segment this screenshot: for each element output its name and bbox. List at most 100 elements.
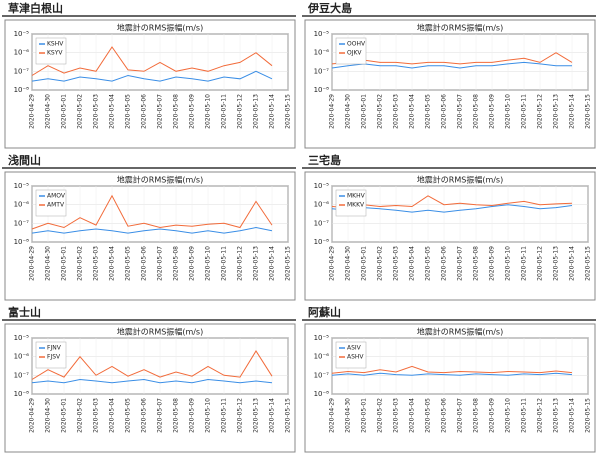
x-tick-label: 2020-05-13 — [253, 398, 260, 433]
y-tick-label: 10⁻⁸ — [314, 86, 330, 94]
x-tick-label: 2020-05-11 — [221, 398, 228, 433]
y-tick-label: 10⁻⁶ — [314, 353, 330, 361]
x-tick-label: 2020-05-14 — [569, 398, 576, 433]
y-tick-label: 10⁻⁸ — [14, 390, 30, 398]
x-tick-label: 2020-05-04 — [409, 398, 416, 433]
legend-label: AMOV — [47, 193, 66, 200]
x-tick-label: 2020-05-09 — [189, 398, 196, 433]
x-tick-label: 2020-05-07 — [157, 398, 164, 433]
x-tick-label: 2020-05-09 — [189, 246, 196, 281]
x-tick-label: 2020-05-11 — [521, 246, 528, 281]
x-tick-label: 2020-05-13 — [553, 246, 560, 281]
x-tick-label: 2020-05-14 — [269, 94, 276, 129]
series-line — [331, 365, 573, 374]
x-tick-label: 2020-05-04 — [109, 246, 116, 281]
x-tick-label: 2020-05-08 — [473, 246, 480, 281]
x-tick-label: 2020-05-04 — [409, 246, 416, 281]
x-tick-label: 2020-05-05 — [425, 398, 432, 433]
x-tick-label: 2020-05-12 — [537, 246, 544, 281]
y-tick-label: 10⁻⁸ — [314, 238, 330, 246]
x-tick-label: 2020-05-06 — [441, 94, 448, 129]
legend-label: FJNV — [47, 345, 62, 352]
x-tick-label: 2020-05-02 — [77, 246, 84, 281]
x-tick-label: 2020-05-02 — [377, 94, 384, 129]
x-tick-label: 2020-05-11 — [521, 398, 528, 433]
x-tick-label: 2020-04-29 — [329, 398, 336, 433]
x-tick-label: 2020-05-12 — [237, 94, 244, 129]
y-tick-label: 10⁻⁶ — [314, 201, 330, 209]
x-tick-label: 2020-05-15 — [285, 94, 292, 129]
x-tick-label: 2020-05-11 — [221, 246, 228, 281]
y-tick-label: 10⁻⁵ — [14, 334, 30, 342]
y-tick-label: 10⁻⁵ — [14, 182, 30, 190]
legend-label: ASHV — [347, 354, 364, 361]
chart-title: 地震計のRMS振幅(m/s) — [117, 23, 203, 33]
station-heading: 浅間山 — [8, 153, 41, 167]
station-heading: 富士山 — [8, 305, 41, 319]
y-tick-label: 10⁻⁷ — [314, 219, 330, 227]
x-tick-label: 2020-05-14 — [269, 398, 276, 433]
x-tick-label: 2020-05-03 — [93, 94, 100, 129]
x-tick-label: 2020-05-14 — [569, 246, 576, 281]
x-tick-label: 2020-04-30 — [345, 398, 352, 433]
series-line — [31, 194, 273, 230]
x-tick-label: 2020-05-09 — [489, 94, 496, 129]
x-tick-label: 2020-05-08 — [473, 94, 480, 129]
legend-box — [35, 37, 67, 65]
series-line — [331, 372, 573, 376]
x-tick-label: 2020-05-08 — [173, 398, 180, 433]
x-tick-label: 2020-05-12 — [237, 246, 244, 281]
series-line — [31, 226, 273, 234]
x-tick-label: 2020-05-14 — [269, 246, 276, 281]
x-tick-label: 2020-04-29 — [29, 398, 36, 433]
x-tick-label: 2020-05-15 — [285, 246, 292, 281]
x-tick-label: 2020-05-12 — [537, 398, 544, 433]
chart-title: 地震計のRMS振幅(m/s) — [417, 327, 503, 337]
x-tick-label: 2020-05-07 — [457, 94, 464, 129]
legend-label: KSHV — [47, 41, 64, 48]
x-tick-label: 2020-04-29 — [329, 94, 336, 129]
x-tick-label: 2020-05-05 — [425, 94, 432, 129]
x-tick-label: 2020-05-06 — [141, 398, 148, 433]
x-tick-label: 2020-05-10 — [505, 398, 512, 433]
x-tick-label: 2020-05-12 — [237, 398, 244, 433]
x-tick-label: 2020-04-30 — [45, 398, 52, 433]
y-tick-label: 10⁻⁷ — [314, 371, 330, 379]
y-tick-label: 10⁻⁸ — [14, 238, 30, 246]
y-tick-label: 10⁻⁵ — [14, 30, 30, 38]
series-line — [31, 70, 273, 82]
legend-box — [35, 341, 67, 369]
y-tick-label: 10⁻⁵ — [314, 182, 330, 190]
station-heading: 三宅島 — [308, 153, 341, 167]
x-tick-label: 2020-05-06 — [441, 398, 448, 433]
x-tick-label: 2020-05-06 — [141, 246, 148, 281]
x-tick-label: 2020-05-13 — [253, 246, 260, 281]
x-tick-label: 2020-05-05 — [125, 398, 132, 433]
x-tick-label: 2020-05-01 — [61, 94, 68, 129]
x-tick-label: 2020-05-06 — [441, 246, 448, 281]
chart-title: 地震計のRMS振幅(m/s) — [117, 175, 203, 185]
x-tick-label: 2020-04-30 — [345, 94, 352, 129]
series-line — [331, 61, 572, 69]
y-tick-label: 10⁻⁵ — [314, 30, 330, 38]
legend-label: FJSV — [47, 354, 61, 361]
x-tick-label: 2020-05-10 — [505, 94, 512, 129]
series-line — [331, 195, 573, 209]
x-tick-label: 2020-04-30 — [45, 246, 52, 281]
x-tick-label: 2020-05-09 — [189, 94, 196, 129]
series-line — [31, 350, 273, 380]
x-tick-label: 2020-05-12 — [537, 94, 544, 129]
y-tick-label: 10⁻⁷ — [314, 67, 330, 75]
chart-title: 地震計のRMS振幅(m/s) — [417, 175, 503, 185]
legend-label: OOHV — [347, 41, 366, 48]
x-tick-label: 2020-05-01 — [61, 246, 68, 281]
x-tick-label: 2020-05-08 — [173, 94, 180, 129]
y-tick-label: 10⁻⁸ — [314, 390, 330, 398]
legend-label: MKHV — [347, 193, 366, 200]
x-tick-label: 2020-05-03 — [393, 246, 400, 281]
series-line — [331, 52, 573, 65]
x-tick-label: 2020-05-03 — [393, 94, 400, 129]
y-tick-label: 10⁻⁶ — [314, 49, 330, 57]
y-tick-label: 10⁻⁷ — [14, 219, 30, 227]
